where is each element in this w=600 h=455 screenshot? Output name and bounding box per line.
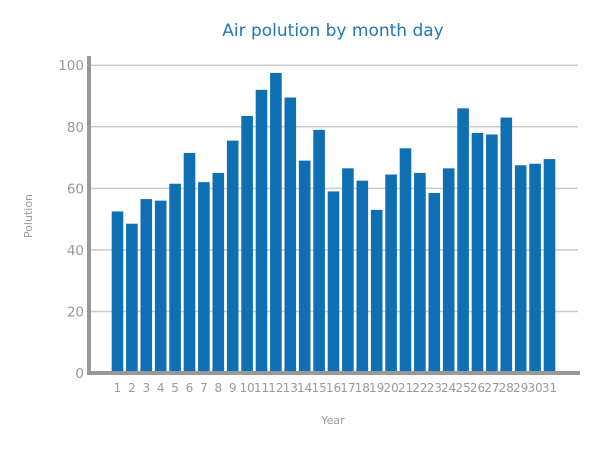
x-tick-label: 22 — [412, 381, 427, 395]
bar — [154, 200, 167, 373]
axes — [87, 56, 580, 375]
bar — [342, 168, 354, 373]
x-tick-label: 17 — [340, 381, 355, 395]
bar — [313, 129, 325, 373]
bar — [500, 117, 513, 373]
bar — [327, 191, 340, 373]
bar — [428, 192, 441, 373]
x-tick-label: 4 — [157, 381, 165, 395]
bar — [111, 211, 124, 373]
bar — [529, 163, 541, 373]
x-tick-label: 16 — [326, 381, 341, 395]
bar — [255, 89, 268, 373]
bar — [399, 148, 412, 373]
bar — [183, 152, 196, 373]
bar — [356, 180, 369, 373]
x-tick-label: 18 — [355, 381, 370, 395]
x-tick-label: 14 — [297, 381, 312, 395]
x-tick-label: 10 — [239, 381, 254, 395]
bar — [457, 108, 469, 374]
y-tick-labels: 0 20 40 60 80 100 — [58, 58, 84, 382]
x-tick-label: 26 — [470, 381, 485, 395]
x-tick-label: 25 — [455, 381, 470, 395]
bar — [169, 183, 181, 373]
bar — [126, 223, 138, 373]
x-axis-label: Year — [320, 414, 345, 427]
y-tick-label: 60 — [67, 181, 84, 197]
bar — [226, 140, 239, 373]
y-tick-label: 80 — [67, 120, 84, 136]
y-tick-label: 100 — [58, 58, 84, 74]
x-tick-label: 15 — [311, 381, 326, 395]
bar — [514, 165, 527, 373]
bar — [442, 168, 455, 373]
bar — [241, 116, 253, 374]
bars — [111, 72, 556, 374]
x-tick-label: 31 — [542, 381, 557, 395]
bar — [385, 174, 397, 373]
y-tick-label: 20 — [67, 304, 84, 320]
bar — [471, 132, 484, 373]
bar — [140, 199, 153, 373]
bar — [370, 209, 383, 373]
x-tick-label: 11 — [254, 381, 269, 395]
bar — [270, 72, 282, 373]
y-tick-label: 40 — [67, 243, 84, 259]
x-tick-label: 9 — [229, 381, 237, 395]
x-tick-label: 19 — [369, 381, 384, 395]
x-tick-label: 21 — [398, 381, 413, 395]
bar — [198, 182, 210, 373]
x-tick-label: 24 — [441, 381, 456, 395]
x-tick-label: 2 — [128, 381, 136, 395]
x-tick-label: 5 — [171, 381, 179, 395]
bar — [414, 172, 426, 373]
x-tick-label: 7 — [200, 381, 208, 395]
x-tick-label: 28 — [499, 381, 514, 395]
x-tick-label: 3 — [142, 381, 150, 395]
x-tick-label: 8 — [214, 381, 222, 395]
x-tick-label: 1 — [114, 381, 122, 395]
x-tick-label: 13 — [283, 381, 298, 395]
bar — [298, 160, 311, 373]
x-tick-label: 27 — [484, 381, 499, 395]
bar — [486, 134, 498, 373]
x-tick-label: 23 — [427, 381, 442, 395]
bar — [284, 97, 297, 373]
x-tick-label: 6 — [186, 381, 194, 395]
x-tick-label: 29 — [513, 381, 528, 395]
y-axis-label: Polution — [22, 194, 35, 238]
bar — [543, 159, 556, 373]
y-tick-label: 0 — [75, 366, 84, 382]
chart-title: Air polution by month day — [222, 21, 444, 41]
x-tick-labels: 1 2 3 4 5 6 7 8 9 10 11 12 13 14 15 16 17 18 19 20 21 22 23 24 2… — [114, 381, 557, 395]
x-tick-label: 20 — [383, 381, 398, 395]
bar — [212, 172, 225, 373]
x-tick-label: 12 — [268, 381, 283, 395]
x-tick-label: 30 — [527, 381, 542, 395]
